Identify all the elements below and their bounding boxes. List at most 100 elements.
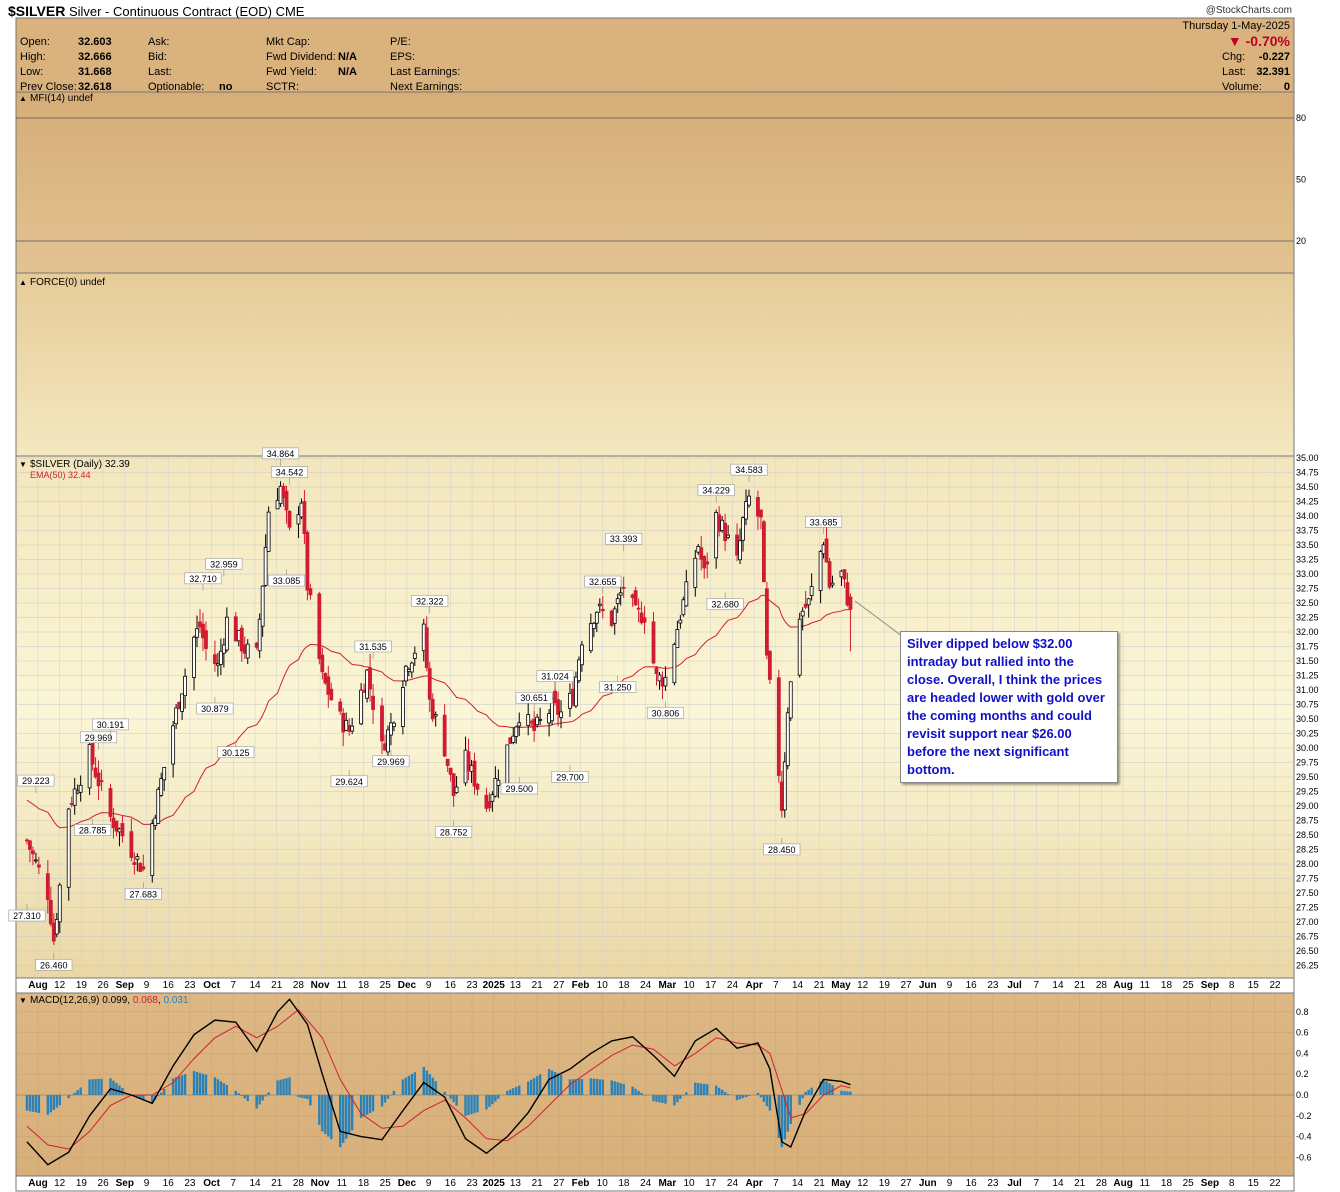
macd-histogram-bar bbox=[714, 1085, 718, 1095]
candle-body bbox=[445, 758, 450, 766]
candle-body bbox=[493, 778, 498, 797]
candle-body bbox=[696, 546, 701, 553]
x-tick-label: 22 bbox=[1269, 1178, 1281, 1189]
candle-body bbox=[371, 695, 375, 710]
macd-histogram-bar bbox=[139, 1095, 142, 1099]
candle-body bbox=[633, 590, 638, 606]
candle-body bbox=[702, 556, 707, 569]
price-tick-label: 29.50 bbox=[1296, 772, 1319, 782]
macd-histogram-bar bbox=[177, 1076, 181, 1095]
x-tick-label: Dec bbox=[398, 980, 417, 991]
x-tick-label: 7 bbox=[773, 980, 779, 991]
data-label-box bbox=[763, 843, 801, 856]
candle-body bbox=[129, 831, 134, 858]
macd-histogram-bar bbox=[571, 1079, 575, 1095]
candle-body bbox=[296, 514, 301, 525]
macd-histogram-bar bbox=[473, 1095, 476, 1114]
candle-body bbox=[359, 689, 364, 725]
price-tick-label: 34.00 bbox=[1296, 511, 1319, 521]
price-tick-label: 28.50 bbox=[1296, 830, 1319, 840]
macd-histogram-bar bbox=[100, 1078, 103, 1095]
data-label-box bbox=[271, 466, 309, 478]
macd-histogram-bar bbox=[798, 1095, 801, 1105]
candle-body bbox=[135, 856, 140, 860]
candle-body bbox=[427, 668, 432, 700]
candle-body bbox=[568, 692, 572, 709]
x-tick-label: 27 bbox=[553, 1178, 565, 1189]
candle-body bbox=[821, 544, 826, 555]
macd-histogram-bar bbox=[661, 1095, 664, 1104]
force-collapse-icon[interactable]: ▲ bbox=[19, 278, 27, 287]
macd-histogram-bar bbox=[401, 1079, 405, 1095]
macd-histogram-bar bbox=[553, 1071, 557, 1095]
macd-histogram-bar bbox=[449, 1095, 452, 1099]
x-tick-label: 16 bbox=[966, 1178, 978, 1189]
candle-body bbox=[818, 551, 823, 591]
candle-body bbox=[487, 801, 492, 809]
x-tick-label: 15 bbox=[1248, 980, 1260, 991]
candle-body bbox=[842, 569, 847, 580]
macd-histogram-bar bbox=[46, 1095, 50, 1115]
x-tick-label: 23 bbox=[184, 1178, 196, 1189]
mfi-collapse-icon[interactable]: ▲ bbox=[19, 94, 27, 103]
macd-histogram-bar bbox=[264, 1095, 267, 1097]
candle-body bbox=[580, 644, 584, 666]
data-label: 33.685 bbox=[810, 517, 838, 527]
symbol-title: $SILVER Silver - Continuous Contract (EO… bbox=[8, 3, 305, 19]
macd-histogram-bar bbox=[225, 1085, 229, 1095]
candle-body bbox=[400, 686, 405, 728]
x-tick-label: May bbox=[831, 1178, 851, 1189]
candle-body bbox=[239, 627, 244, 652]
data-label-box bbox=[80, 731, 118, 744]
candle-body bbox=[630, 594, 635, 599]
price-collapse-icon[interactable]: ▼ bbox=[19, 460, 27, 469]
macd-histogram-bar bbox=[613, 1081, 616, 1095]
candle-body bbox=[764, 588, 769, 656]
macd-histogram-bar bbox=[261, 1095, 264, 1101]
candle-body bbox=[693, 557, 698, 588]
x-tick-label: 27 bbox=[901, 980, 913, 991]
macd-histogram-bar bbox=[285, 1078, 288, 1095]
macd-histogram-bar bbox=[464, 1095, 467, 1116]
data-label-box bbox=[196, 702, 234, 715]
macd-histogram-bar bbox=[720, 1089, 724, 1095]
price-title: $SILVER (Daily) 32.39 bbox=[30, 459, 130, 470]
x-tick-label: 21 bbox=[532, 1178, 544, 1189]
macd-collapse-icon[interactable]: ▼ bbox=[19, 996, 27, 1005]
candle-body bbox=[779, 781, 784, 811]
macd-histogram-bar bbox=[49, 1095, 53, 1113]
x-tick-label: 25 bbox=[1183, 980, 1195, 991]
macd-histogram-bar bbox=[321, 1095, 324, 1132]
x-tick-label: 21 bbox=[271, 1178, 283, 1189]
macd-tick-label: 0.4 bbox=[1296, 1048, 1309, 1058]
x-tick-label: Jun bbox=[919, 1178, 937, 1189]
macd-histogram-bar bbox=[789, 1095, 792, 1125]
macd-histogram-bar bbox=[389, 1094, 393, 1096]
candle-body bbox=[538, 718, 543, 721]
x-tick-label: 2025 bbox=[483, 1178, 506, 1189]
data-label-box bbox=[330, 775, 368, 788]
candle-body bbox=[839, 570, 844, 578]
x-tick-label: 9 bbox=[426, 1178, 432, 1189]
data-label-box bbox=[354, 640, 392, 653]
price-tick-label: 27.75 bbox=[1296, 874, 1319, 884]
data-label-box bbox=[74, 824, 112, 836]
data-label-box bbox=[730, 463, 768, 476]
x-tick-label: 22 bbox=[1269, 980, 1281, 991]
candle-body bbox=[305, 531, 310, 591]
data-label-box bbox=[551, 771, 589, 783]
data-label-box bbox=[17, 774, 55, 787]
macd-tick-label: 0.8 bbox=[1296, 1007, 1309, 1017]
data-label-box bbox=[262, 447, 300, 460]
macd-histogram-bar bbox=[679, 1095, 682, 1099]
macd-histogram-bar bbox=[509, 1089, 512, 1095]
x-tick-label: 24 bbox=[727, 1178, 739, 1189]
candle-body bbox=[824, 538, 829, 563]
macd-histogram-bar bbox=[162, 1089, 166, 1095]
price-tick-label: 26.75 bbox=[1296, 932, 1319, 942]
candle-body bbox=[654, 667, 659, 675]
macd-histogram-bar bbox=[846, 1091, 849, 1095]
macd-tick-label: -0.4 bbox=[1296, 1132, 1312, 1142]
macd-histogram-bar bbox=[550, 1070, 554, 1095]
macd-histogram-bar bbox=[744, 1095, 748, 1098]
